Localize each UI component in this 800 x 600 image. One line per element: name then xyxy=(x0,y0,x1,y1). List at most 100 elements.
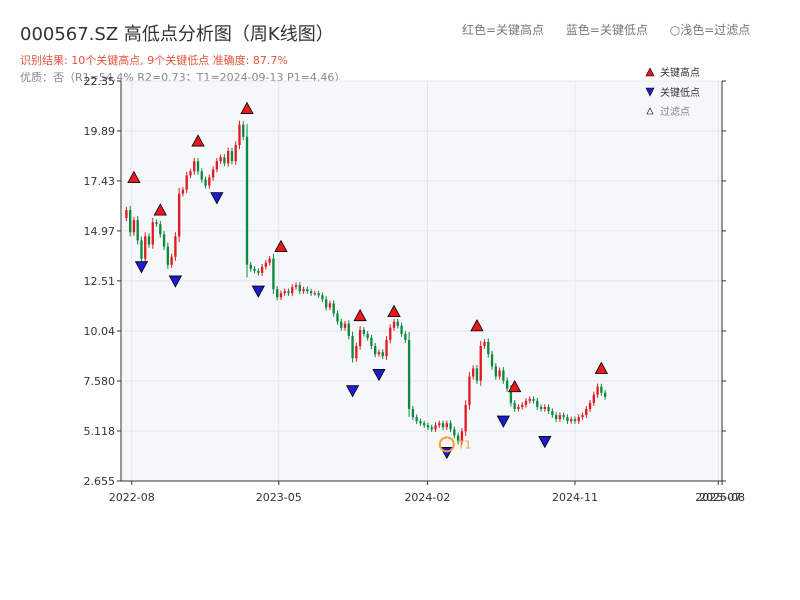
candle-body xyxy=(389,327,392,340)
candle-body xyxy=(396,321,399,326)
candle-body xyxy=(543,406,546,410)
candle-body xyxy=(272,258,275,290)
candle-body xyxy=(200,171,203,180)
candle-body xyxy=(309,291,313,294)
candle-body xyxy=(566,417,569,422)
y-tick-label: 10.04 xyxy=(84,325,116,338)
candle-body xyxy=(456,435,460,442)
candle-body xyxy=(170,256,173,265)
candle-body xyxy=(226,151,230,164)
candle-body xyxy=(358,329,362,347)
key-high-marker xyxy=(191,134,205,147)
candle-body xyxy=(460,431,464,442)
candle-body xyxy=(132,220,136,233)
candle-body xyxy=(370,337,373,347)
candle-body xyxy=(539,406,543,410)
axes: 2.655 5.118 7.580 10.04 12.51 14.97 17.43 19.89… xyxy=(84,75,745,504)
candle-body xyxy=(498,370,501,377)
y-tick-label: 22.35 xyxy=(84,75,116,88)
candle-body xyxy=(453,429,456,436)
candle-body xyxy=(302,289,305,292)
candle-body xyxy=(234,144,237,162)
y-tick-label: 5.118 xyxy=(84,425,116,438)
key-low-marker xyxy=(168,275,183,288)
candle-body xyxy=(585,409,588,416)
candle-body xyxy=(479,346,482,381)
candle-body xyxy=(336,313,339,322)
candle-body xyxy=(298,285,301,292)
key-low-marker xyxy=(134,261,149,274)
candle-body xyxy=(426,425,430,428)
y-tick-label: 7.580 xyxy=(84,375,116,388)
candle-body xyxy=(445,423,448,428)
pivot-markers: T1 xyxy=(127,101,609,460)
candle-body xyxy=(355,346,358,359)
candle-body xyxy=(294,285,298,288)
key-low-marker xyxy=(210,192,224,205)
candle-body xyxy=(570,419,573,422)
y-tick-label: 14.97 xyxy=(84,225,116,238)
candle-body xyxy=(487,341,490,355)
candle-body xyxy=(287,291,290,294)
key-high-marker xyxy=(240,101,254,114)
candle-body xyxy=(494,366,497,377)
candle-body xyxy=(211,169,215,178)
chart-title: 000567.SZ 高低点分析图（周K线图） xyxy=(20,24,334,45)
candle-body xyxy=(385,339,388,357)
candle-body xyxy=(185,175,188,190)
candle-body xyxy=(340,321,343,328)
candle-body xyxy=(536,400,539,407)
legend-high-text: 红色=关键高点 xyxy=(462,23,545,37)
candle-body xyxy=(189,171,192,176)
candle-body xyxy=(577,417,580,422)
candle-body xyxy=(193,161,196,172)
candle-body xyxy=(328,303,332,308)
t1-label: T1 xyxy=(457,438,472,451)
candle-body xyxy=(449,423,452,430)
key-low-marker xyxy=(251,285,265,298)
candle-body xyxy=(505,380,509,389)
candle-body xyxy=(162,234,166,247)
legend-low-label: 关键低点 xyxy=(660,86,700,99)
candle-body xyxy=(524,400,528,405)
candle-body xyxy=(509,388,513,403)
legend-high-label: 关键高点 xyxy=(660,66,700,79)
candle-body xyxy=(257,270,260,273)
x-tick-label: 2025-07 xyxy=(695,491,741,504)
candle-body xyxy=(245,136,249,265)
candle-body xyxy=(600,386,603,393)
candle-body xyxy=(155,222,158,225)
candle-body xyxy=(136,220,139,241)
key-high-marker xyxy=(274,239,288,253)
candle-body xyxy=(196,161,200,172)
candle-body xyxy=(581,415,584,418)
candle-body xyxy=(268,258,271,263)
candle-body xyxy=(468,376,471,405)
key-low-marker xyxy=(372,368,386,382)
candle-body xyxy=(279,293,283,298)
candle-body xyxy=(325,299,328,308)
candle-body xyxy=(291,287,294,294)
legend-filtered-text: ○浅色=过滤点 xyxy=(669,23,751,37)
candle-body xyxy=(362,329,366,334)
x-tick-label: 2024-02 xyxy=(404,491,450,504)
x-tick-label: 2022-08 xyxy=(109,491,155,504)
candle-body xyxy=(592,394,595,403)
x-tick-label: 2024-11 xyxy=(552,491,598,504)
candle-body xyxy=(144,236,147,259)
candle-body xyxy=(547,406,550,412)
y-tick-label: 12.51 xyxy=(84,275,116,288)
x-tick-label: 2023-05 xyxy=(256,491,302,504)
candle-body xyxy=(528,398,531,401)
candle-body xyxy=(472,368,475,377)
legend-low-text: 蓝色=关键低点 xyxy=(565,23,648,37)
candle-body xyxy=(151,222,154,245)
key-high-marker xyxy=(387,304,401,318)
candle-body xyxy=(204,179,207,186)
candle-body xyxy=(490,354,494,367)
candle-body xyxy=(502,370,505,381)
candle-body xyxy=(264,262,268,267)
candle-body xyxy=(513,402,516,410)
